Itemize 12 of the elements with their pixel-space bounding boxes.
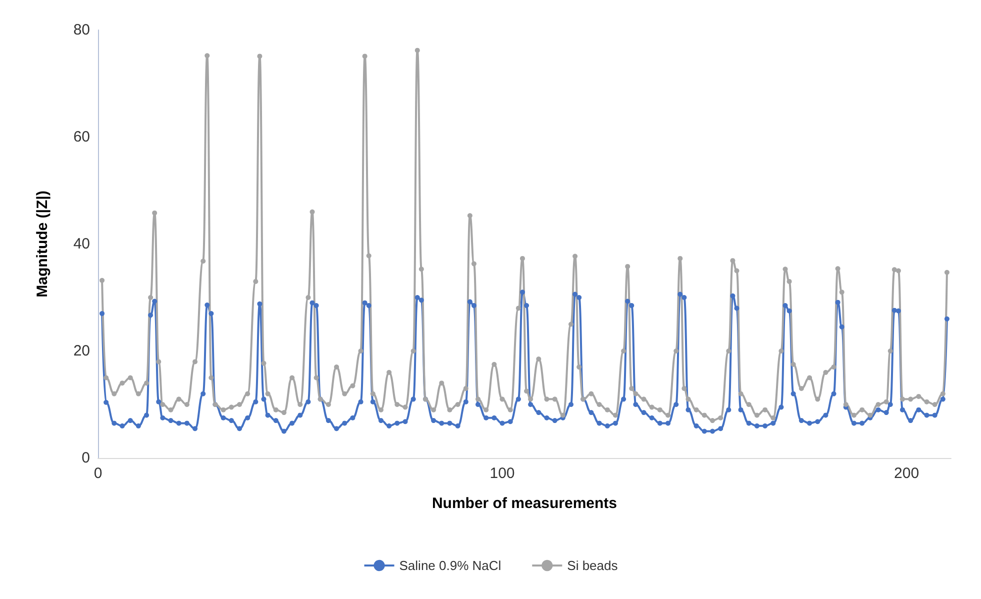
x-tick-label: 200 [894, 465, 920, 482]
x-axis-title: Number of measurements [432, 495, 618, 512]
legend-label: Si beads [567, 558, 618, 573]
y-axis-title: Magnitude (|Z|) [34, 190, 51, 298]
y-tick-label: 40 [73, 236, 90, 252]
x-tick-label: 0 [94, 465, 102, 482]
legend-label: Saline 0.9% NaCl [399, 558, 502, 573]
x-tick-label: 100 [490, 465, 515, 482]
y-tick-label: 80 [73, 22, 90, 38]
y-tick-label: 0 [82, 450, 90, 466]
y-tick-label: 60 [73, 128, 90, 146]
y-tick-label: 20 [73, 342, 90, 360]
